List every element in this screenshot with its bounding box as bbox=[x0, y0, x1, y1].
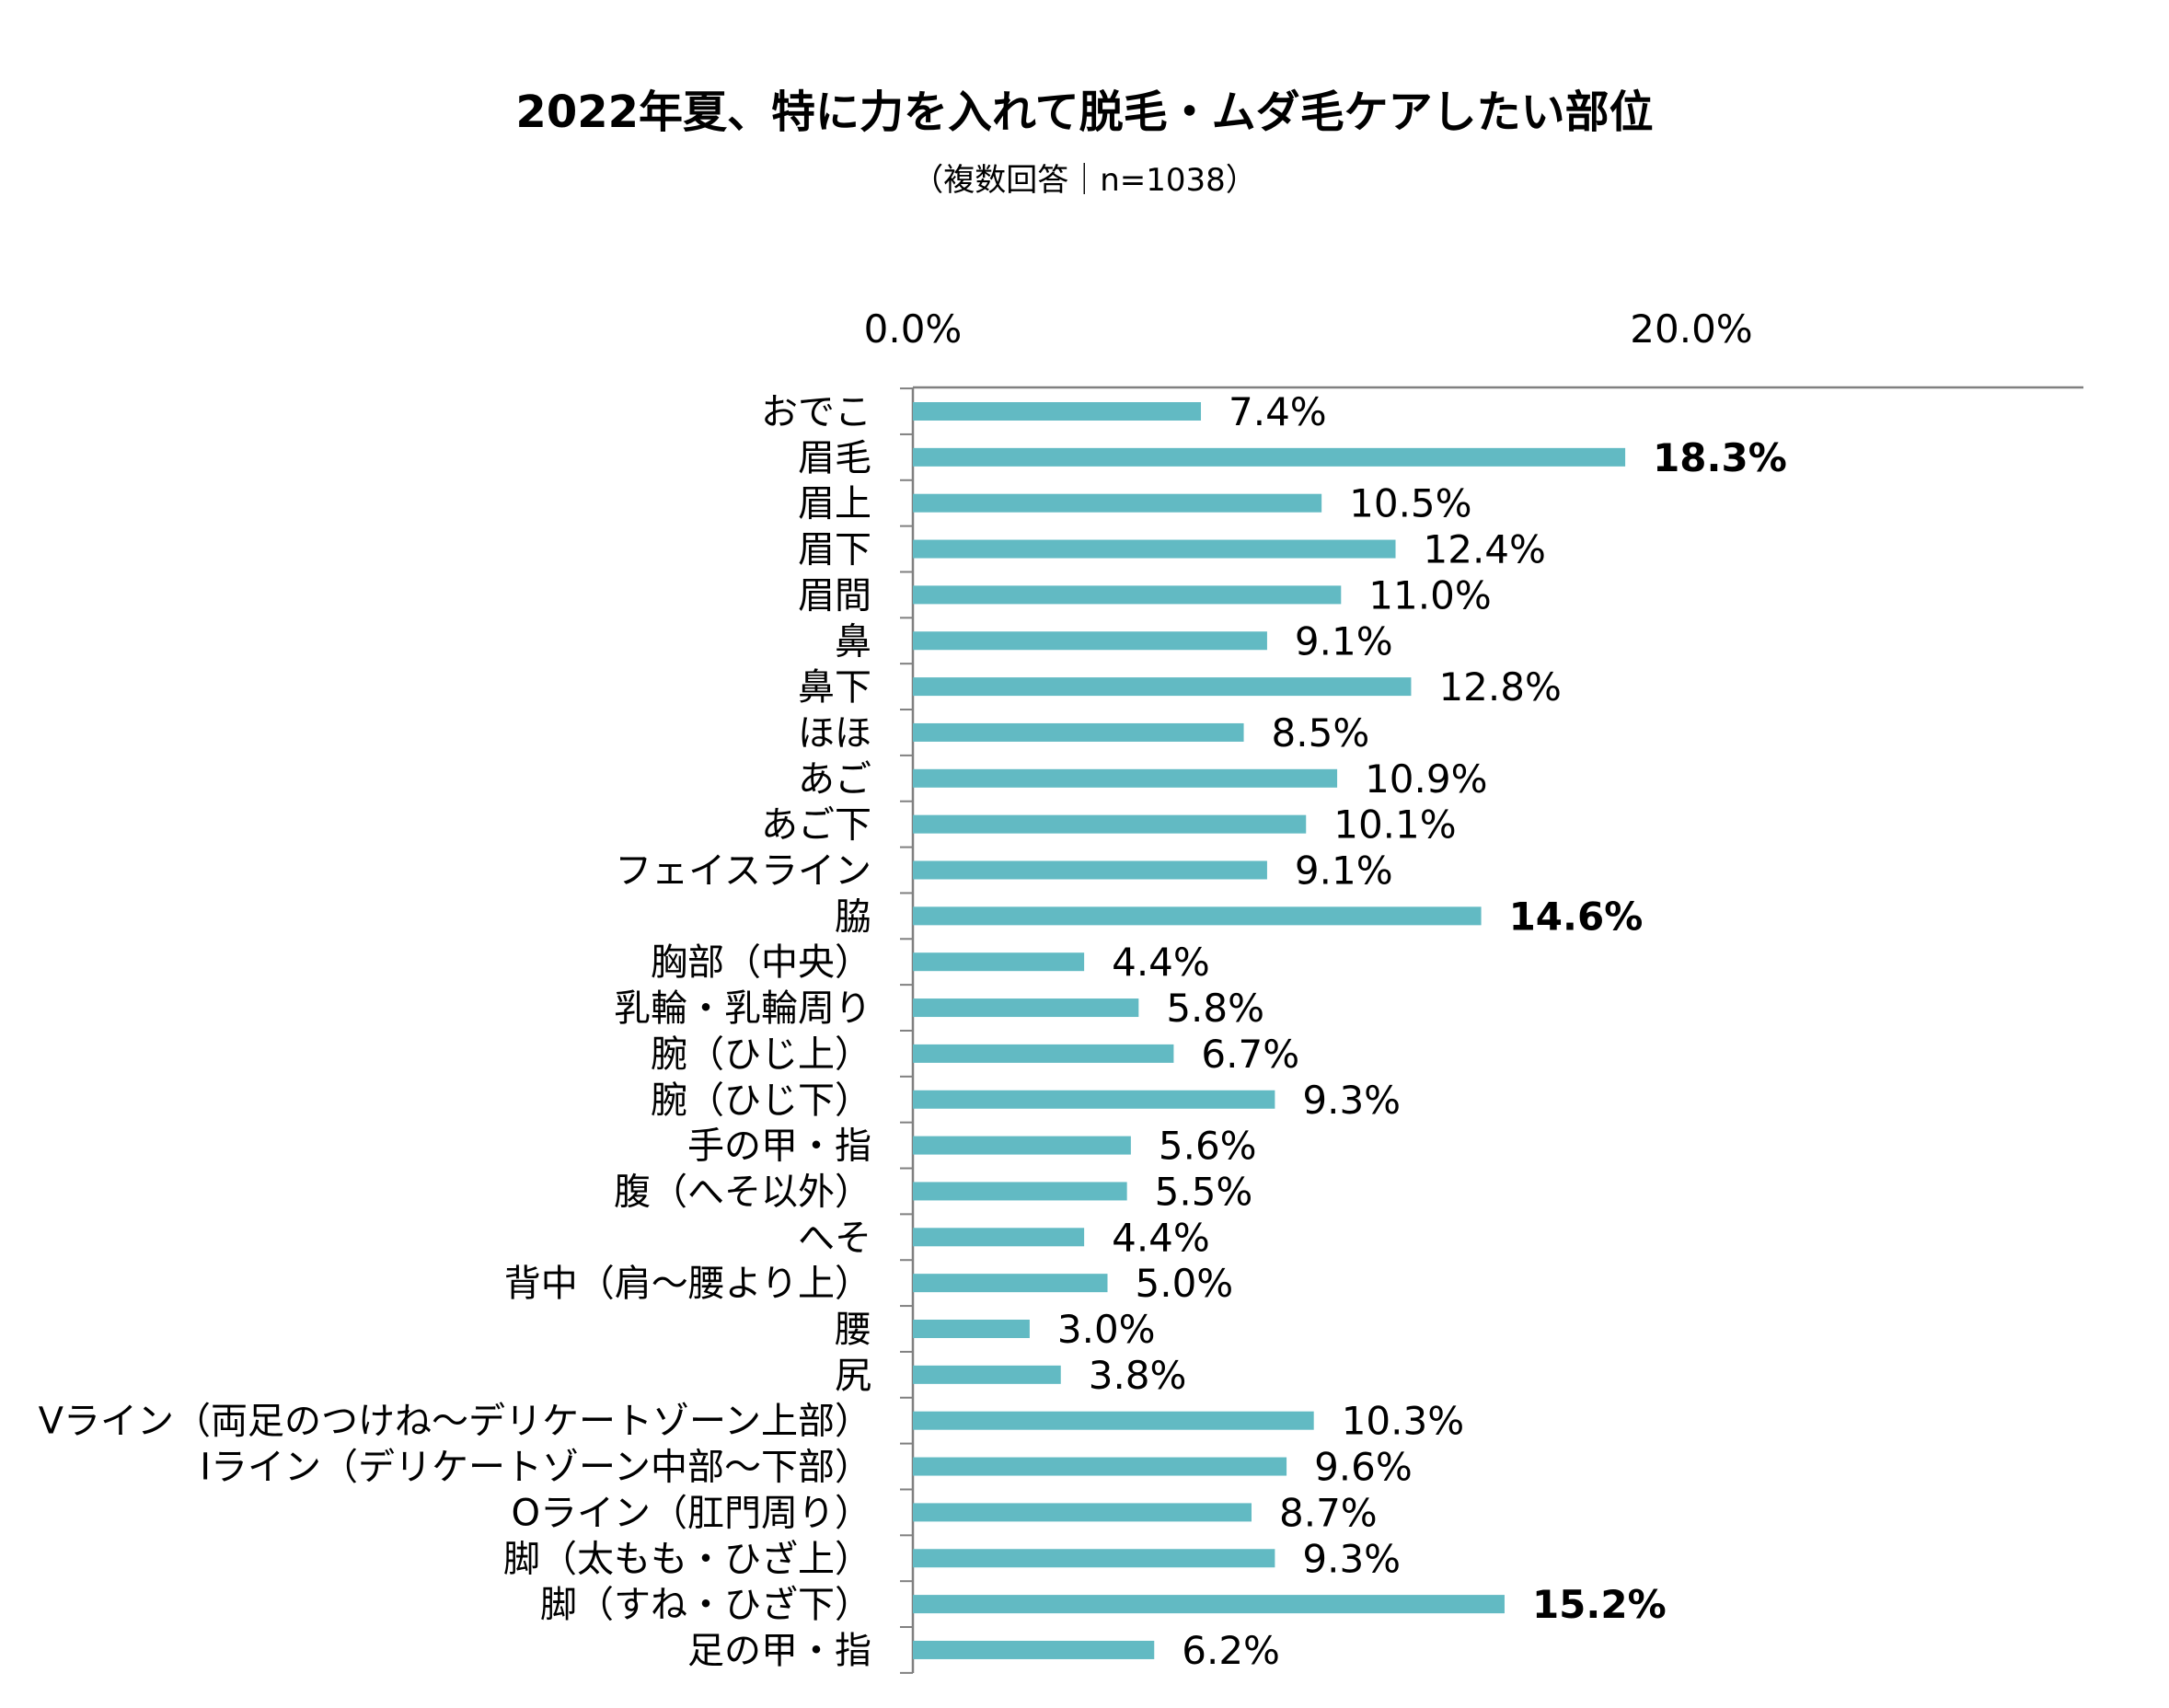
value-label: 11.0% bbox=[1368, 572, 1491, 617]
bar bbox=[913, 1457, 1287, 1476]
value-label: 7.4% bbox=[1229, 389, 1327, 434]
bar bbox=[913, 1640, 1155, 1659]
value-label: 5.0% bbox=[1136, 1261, 1234, 1306]
category-label: あご下 bbox=[761, 804, 871, 847]
value-label: 12.4% bbox=[1424, 527, 1546, 572]
bar bbox=[913, 722, 1244, 742]
value-label: 9.6% bbox=[1314, 1445, 1413, 1490]
category-label: 脚（太もも・ひざ上） bbox=[503, 1538, 871, 1580]
value-label: 10.5% bbox=[1349, 481, 1471, 526]
bar bbox=[913, 539, 1396, 559]
value-label: 8.5% bbox=[1272, 710, 1370, 756]
bar bbox=[913, 1411, 1314, 1430]
value-label: 3.0% bbox=[1057, 1307, 1156, 1352]
category-label: 眉間 bbox=[798, 574, 871, 617]
value-label: 12.8% bbox=[1438, 664, 1561, 710]
category-label: 胸部（中央） bbox=[651, 941, 871, 984]
category-label: 腹（へそ以外） bbox=[614, 1171, 871, 1213]
bar bbox=[913, 1136, 1131, 1155]
category-label: あご bbox=[798, 758, 871, 801]
category-label: 腕（ひじ下） bbox=[651, 1079, 871, 1122]
category-label: 鼻下 bbox=[798, 666, 871, 709]
bar bbox=[913, 631, 1267, 651]
bar bbox=[913, 1274, 1108, 1293]
bar bbox=[913, 860, 1267, 880]
value-label: 10.3% bbox=[1342, 1399, 1464, 1444]
category-label: Iライン（デリケートゾーン中部～下部） bbox=[200, 1447, 871, 1489]
value-label: 10.1% bbox=[1333, 802, 1456, 848]
category-label: 脚（すね・ひざ下） bbox=[540, 1584, 871, 1626]
bar bbox=[913, 677, 1412, 697]
category-label: 眉上 bbox=[798, 483, 871, 525]
category-label: 鼻 bbox=[835, 620, 871, 663]
x-tick-label: 20.0% bbox=[1630, 306, 1752, 352]
bar bbox=[913, 952, 1085, 972]
value-label: 5.8% bbox=[1166, 986, 1264, 1031]
category-label: 尻 bbox=[835, 1355, 871, 1397]
value-label: 4.4% bbox=[1112, 940, 1210, 985]
bar bbox=[913, 1320, 1030, 1338]
bar bbox=[913, 1549, 1275, 1568]
bar bbox=[913, 1182, 1127, 1201]
bar bbox=[913, 1595, 1505, 1614]
bar bbox=[913, 585, 1342, 605]
category-label: Oライン（肛門周り） bbox=[512, 1492, 871, 1534]
category-label: へそ bbox=[798, 1217, 871, 1259]
value-label-highlighted: 14.6% bbox=[1509, 894, 1644, 939]
value-label: 9.1% bbox=[1295, 618, 1393, 664]
category-label: 足の甲・指 bbox=[687, 1630, 871, 1672]
value-label: 6.2% bbox=[1182, 1628, 1280, 1673]
value-label: 9.1% bbox=[1295, 848, 1393, 894]
value-label: 9.3% bbox=[1302, 1078, 1401, 1123]
value-label: 10.9% bbox=[1365, 756, 1487, 802]
chart-subtitle: （複数回答｜n=1038） bbox=[912, 162, 1257, 199]
value-label: 6.7% bbox=[1201, 1032, 1299, 1077]
bar bbox=[913, 814, 1307, 834]
category-label: Vライン（両足のつけね～デリケートゾーン上部） bbox=[39, 1401, 871, 1443]
bar bbox=[913, 1090, 1275, 1109]
value-label: 5.5% bbox=[1155, 1169, 1253, 1214]
category-label: フェイスライン bbox=[615, 850, 871, 893]
bar bbox=[913, 1228, 1085, 1247]
bar bbox=[913, 1503, 1252, 1522]
value-label: 9.3% bbox=[1302, 1536, 1401, 1581]
value-label: 8.7% bbox=[1279, 1490, 1378, 1535]
category-label: 乳輪・乳輪周り bbox=[614, 987, 871, 1030]
chart-title: 2022年夏、特に力を入れて脱毛・ムダ毛ケアしたい部位 bbox=[515, 87, 1654, 138]
bar bbox=[913, 1365, 1061, 1384]
category-label: 眉毛 bbox=[798, 437, 871, 479]
value-label: 3.8% bbox=[1089, 1353, 1187, 1398]
category-label: ほほ bbox=[798, 712, 871, 755]
x-tick-label: 0.0% bbox=[864, 306, 963, 352]
category-label: おでこ bbox=[761, 391, 871, 433]
category-label: 腰 bbox=[835, 1309, 871, 1351]
value-label: 4.4% bbox=[1112, 1215, 1210, 1260]
bar bbox=[913, 768, 1338, 788]
category-label: 背中（肩～腰より上） bbox=[504, 1263, 871, 1305]
bar bbox=[913, 906, 1482, 926]
bar bbox=[913, 402, 1202, 421]
value-label-highlighted: 15.2% bbox=[1532, 1582, 1667, 1627]
value-label-highlighted: 18.3% bbox=[1653, 435, 1787, 480]
category-label: 脇 bbox=[835, 895, 871, 938]
category-label: 腕（ひじ上） bbox=[651, 1033, 871, 1076]
bar bbox=[913, 1044, 1174, 1063]
bar bbox=[913, 998, 1139, 1018]
value-label: 5.6% bbox=[1159, 1124, 1257, 1169]
bar bbox=[913, 493, 1322, 513]
category-label: 手の甲・指 bbox=[687, 1125, 871, 1168]
bar bbox=[913, 447, 1626, 467]
category-label: 眉下 bbox=[798, 529, 871, 571]
